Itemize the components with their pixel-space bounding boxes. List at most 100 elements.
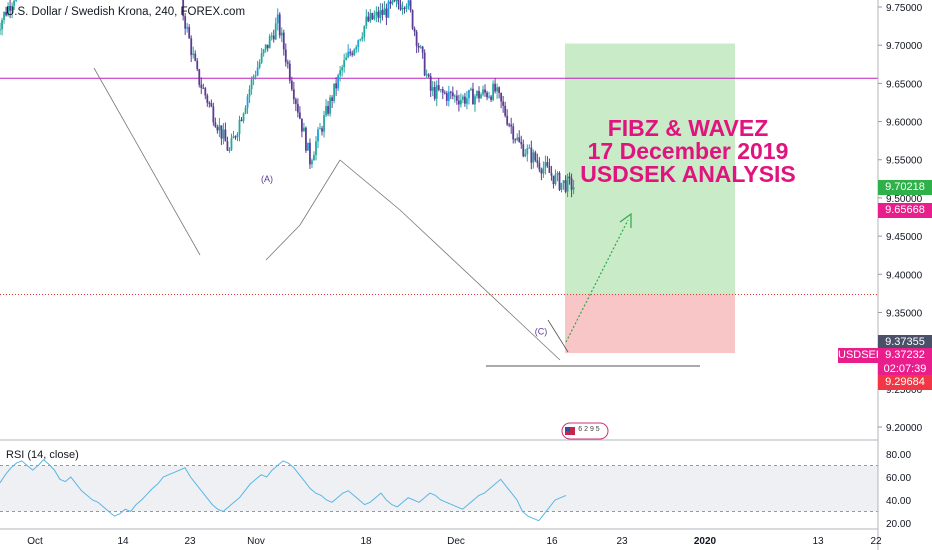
candle-body [455, 95, 458, 101]
symbol-tag: USDSEK [838, 348, 884, 363]
candle-body [490, 96, 492, 100]
candle-body [413, 28, 416, 32]
candle-body [508, 124, 511, 126]
y-tick-label: 9.65000 [886, 79, 923, 90]
candle-body [298, 112, 301, 119]
candle-body [451, 92, 454, 97]
candle-body [409, 0, 412, 11]
candle-body [331, 97, 333, 101]
candle-body [210, 103, 213, 107]
candle-body [542, 167, 545, 174]
candle-body [457, 100, 460, 105]
candle-body [222, 129, 225, 139]
candle-body [389, 1, 392, 4]
candle-body [472, 88, 474, 105]
candle-body [510, 124, 513, 127]
candle-body [433, 87, 436, 99]
logo-digits: 6 2 9 5 [578, 426, 600, 433]
candle-body [190, 38, 193, 56]
price-pane: (A)(B)(C) [0, 0, 878, 367]
candle-body [397, 0, 400, 5]
headline-line-3: USDSEK ANALYSIS [580, 161, 796, 187]
x-tick-label: 23 [616, 536, 628, 547]
candle-body [327, 106, 329, 114]
candle-body [266, 44, 269, 49]
candle-body [248, 89, 251, 97]
candle-body [365, 16, 368, 26]
candle-body [288, 63, 291, 81]
wave-trendline [93, 67, 201, 256]
rsi-band [0, 465, 878, 512]
rsi-line [0, 459, 567, 522]
candle-body [387, 1, 390, 18]
candle-body [482, 89, 484, 95]
candle-body [278, 14, 281, 36]
candle-body [435, 85, 438, 99]
candle-body [550, 172, 553, 176]
candle-body [198, 69, 201, 85]
candle-body [470, 88, 472, 90]
wave-trendline [339, 159, 561, 361]
candle-body [562, 180, 565, 183]
y-tick-label: 9.50000 [886, 194, 923, 205]
candle-body [286, 62, 289, 64]
wedge-line [547, 319, 569, 353]
candle-body [270, 35, 273, 37]
candle-body [560, 182, 563, 190]
candle-body [449, 91, 452, 93]
flag-icon [565, 427, 575, 435]
candle-body [282, 32, 285, 50]
candle-body [292, 89, 295, 100]
candle-body [568, 176, 571, 179]
candle-body [496, 87, 499, 92]
candle-body [540, 169, 543, 174]
x-tick-label: Oct [27, 536, 43, 547]
target-zone [565, 43, 735, 295]
candle-body [5, 12, 7, 16]
candle-body [250, 79, 253, 90]
candle-body [333, 83, 335, 101]
candle-body [220, 125, 223, 139]
candle-body [359, 39, 362, 41]
candle-body [343, 60, 346, 68]
analysis-headline: FIBZ & WAVEZ 17 December 2019 USDSEK ANA… [563, 117, 813, 186]
candle-body [401, 7, 404, 10]
candle-body [558, 172, 561, 190]
candle-body [367, 16, 370, 22]
candle-body [262, 49, 265, 54]
candle-body [202, 87, 205, 89]
candle-body [353, 49, 356, 55]
candle-body [200, 84, 203, 88]
candle-body [546, 161, 549, 167]
candle-body [403, 7, 406, 9]
candle-body [238, 119, 241, 135]
candle-body [0, 29, 1, 31]
candle-body [464, 96, 466, 104]
candle-body [276, 14, 279, 24]
candle-body [371, 13, 374, 20]
candle-body [536, 160, 539, 163]
candle-body [407, 0, 410, 6]
candle-body [212, 106, 215, 123]
candle-body [498, 87, 501, 93]
candle-body [544, 161, 547, 168]
y-tick-label: 9.55000 [886, 156, 923, 167]
stop-price-label: 9.29684 [878, 375, 932, 390]
candle-body [514, 139, 517, 141]
candle-body [313, 155, 315, 161]
candle-body [526, 148, 529, 155]
tradingview-logo-badge[interactable]: 6 2 9 5 [561, 422, 609, 440]
candle-body [415, 31, 418, 46]
candle-body [417, 45, 420, 48]
y-tick-label: 9.60000 [886, 118, 923, 129]
candle-body [244, 107, 247, 114]
candle-body [518, 137, 521, 143]
candle-body [296, 103, 299, 113]
candle-body [480, 94, 482, 99]
candle-body [3, 12, 5, 20]
candle-body [552, 175, 555, 185]
current-price-label: 9.37232 [878, 348, 932, 363]
x-tick-label: Dec [447, 536, 465, 547]
candle-body [192, 53, 195, 56]
candle-body [375, 11, 378, 16]
